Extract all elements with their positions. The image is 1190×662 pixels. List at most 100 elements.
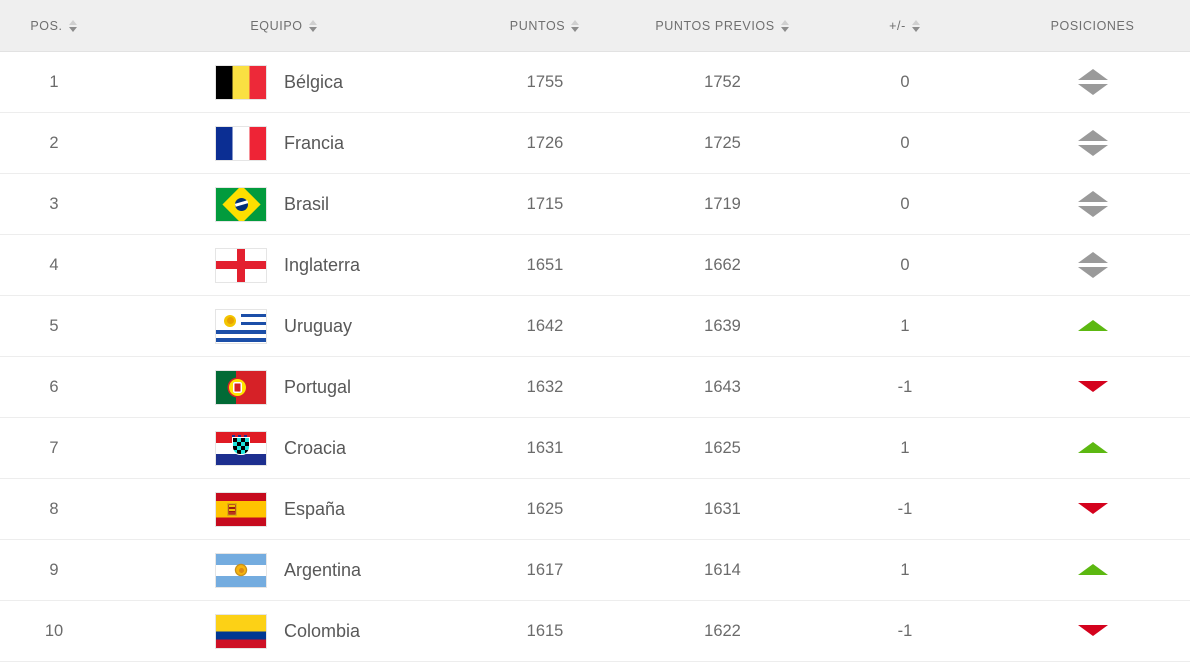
cell-movement <box>995 234 1190 296</box>
column-header-pos[interactable]: POS. <box>0 0 108 52</box>
sort-toggle-icon[interactable] <box>308 19 318 33</box>
cell-team[interactable]: Brasil <box>108 173 460 235</box>
column-header-points[interactable]: PUNTOS <box>460 0 630 52</box>
cell-previous-points: 1662 <box>630 234 815 296</box>
cell-previous-points: 1725 <box>630 112 815 174</box>
cell-position: 2 <box>0 112 108 174</box>
column-header-pos-label: POS. <box>30 18 63 33</box>
cell-delta: -1 <box>815 600 995 662</box>
previous-points-value: 1725 <box>704 133 741 152</box>
sort-toggle-icon[interactable] <box>911 19 921 33</box>
arrow-down-icon <box>1077 377 1108 395</box>
previous-points-value: 1622 <box>704 621 741 640</box>
cell-position: 6 <box>0 356 108 418</box>
cell-team[interactable]: Inglaterra <box>108 234 460 296</box>
belgium-flag <box>216 65 266 99</box>
delta-value: 1 <box>900 438 910 457</box>
delta-value: -1 <box>897 621 913 640</box>
points-value: 1631 <box>526 438 564 457</box>
table-row[interactable]: 10 Colombia 1615 1622 -1 <box>0 600 1190 662</box>
table-row[interactable]: 8 España 1625 1631 -1 <box>0 478 1190 540</box>
arrow-down-icon <box>1077 621 1108 639</box>
cell-points: 1631 <box>460 417 630 479</box>
cell-position: 5 <box>0 295 108 357</box>
table-row[interactable]: 9 Argentina 1617 1614 1 <box>0 539 1190 601</box>
table-row[interactable]: 4 Inglaterra 1651 1662 0 <box>0 234 1190 296</box>
cell-delta: 0 <box>815 51 995 113</box>
cell-team[interactable]: Argentina <box>108 539 460 601</box>
sort-neutral-icon <box>1077 69 1108 95</box>
cell-movement <box>995 356 1190 418</box>
cell-position: 8 <box>0 478 108 540</box>
table-row[interactable]: 5 Uruguay 1642 1639 1 <box>0 295 1190 357</box>
cell-movement <box>995 600 1190 662</box>
column-header-previous-points-label: PUNTOS PREVIOS <box>655 18 775 33</box>
cell-movement <box>995 173 1190 235</box>
cell-team[interactable]: Colombia <box>108 600 460 662</box>
table-row[interactable]: 7 Croacia 1631 1625 1 <box>0 417 1190 479</box>
cell-points: 1632 <box>460 356 630 418</box>
france-flag <box>216 126 266 160</box>
table-header: POS. EQUIPO PUNTOS <box>0 0 1190 52</box>
previous-points-value: 1631 <box>704 499 741 518</box>
column-header-team[interactable]: EQUIPO <box>108 0 460 52</box>
sort-toggle-icon[interactable] <box>780 19 790 33</box>
points-value: 1755 <box>526 72 564 91</box>
england-flag <box>216 248 266 282</box>
previous-points-value: 1643 <box>704 377 741 396</box>
column-header-delta[interactable]: +/- <box>815 0 995 52</box>
cell-delta: -1 <box>815 356 995 418</box>
cell-points: 1715 <box>460 173 630 235</box>
previous-points-value: 1614 <box>704 560 741 579</box>
uruguay-flag <box>216 309 266 343</box>
points-value: 1617 <box>526 560 564 579</box>
cell-team[interactable]: Francia <box>108 112 460 174</box>
cell-points: 1651 <box>460 234 630 296</box>
table-row[interactable]: 2 Francia 1726 1725 0 <box>0 112 1190 174</box>
points-value: 1625 <box>526 499 564 518</box>
position-value: 2 <box>49 133 59 152</box>
sort-neutral-icon <box>1077 191 1108 217</box>
cell-delta: 1 <box>815 417 995 479</box>
team-name: Croacia <box>284 437 347 458</box>
arrow-up-icon <box>1077 560 1108 578</box>
cell-team[interactable]: Bélgica <box>108 51 460 113</box>
cell-delta: 0 <box>815 173 995 235</box>
table-row[interactable]: 1 Bélgica 1755 1752 0 <box>0 51 1190 113</box>
table-row[interactable]: 6 Portugal 1632 1643 -1 <box>0 356 1190 418</box>
points-value: 1615 <box>526 621 564 640</box>
cell-movement <box>995 539 1190 601</box>
cell-previous-points: 1639 <box>630 295 815 357</box>
sort-toggle-icon[interactable] <box>571 19 580 33</box>
cell-team[interactable]: Croacia <box>108 417 460 479</box>
delta-value: 0 <box>900 255 910 274</box>
points-value: 1632 <box>526 377 564 396</box>
column-header-team-label: EQUIPO <box>250 18 303 33</box>
cell-points: 1615 <box>460 600 630 662</box>
position-value: 4 <box>49 255 59 274</box>
cell-delta: 0 <box>815 234 995 296</box>
table-row[interactable]: 3 Brasil 1715 1719 0 <box>0 173 1190 235</box>
team-name: Francia <box>284 132 345 153</box>
arrow-up-icon <box>1077 438 1108 456</box>
cell-team[interactable]: Uruguay <box>108 295 460 357</box>
team-name: Inglaterra <box>284 254 361 275</box>
column-header-previous-points[interactable]: PUNTOS PREVIOS <box>630 0 815 52</box>
team-name: España <box>284 498 346 519</box>
arrow-up-icon <box>1077 316 1108 334</box>
points-value: 1726 <box>526 133 564 152</box>
sort-toggle-icon[interactable] <box>68 19 78 33</box>
cell-movement <box>995 112 1190 174</box>
cell-position: 10 <box>0 600 108 662</box>
position-value: 6 <box>49 377 59 396</box>
cell-team[interactable]: España <box>108 478 460 540</box>
sort-neutral-icon <box>1077 130 1108 156</box>
cell-movement <box>995 51 1190 113</box>
position-value: 9 <box>49 560 59 579</box>
points-value: 1715 <box>526 194 564 213</box>
cell-team[interactable]: Portugal <box>108 356 460 418</box>
team-name: Portugal <box>284 376 352 397</box>
cell-previous-points: 1622 <box>630 600 815 662</box>
spain-flag <box>216 492 266 526</box>
cell-position: 9 <box>0 539 108 601</box>
